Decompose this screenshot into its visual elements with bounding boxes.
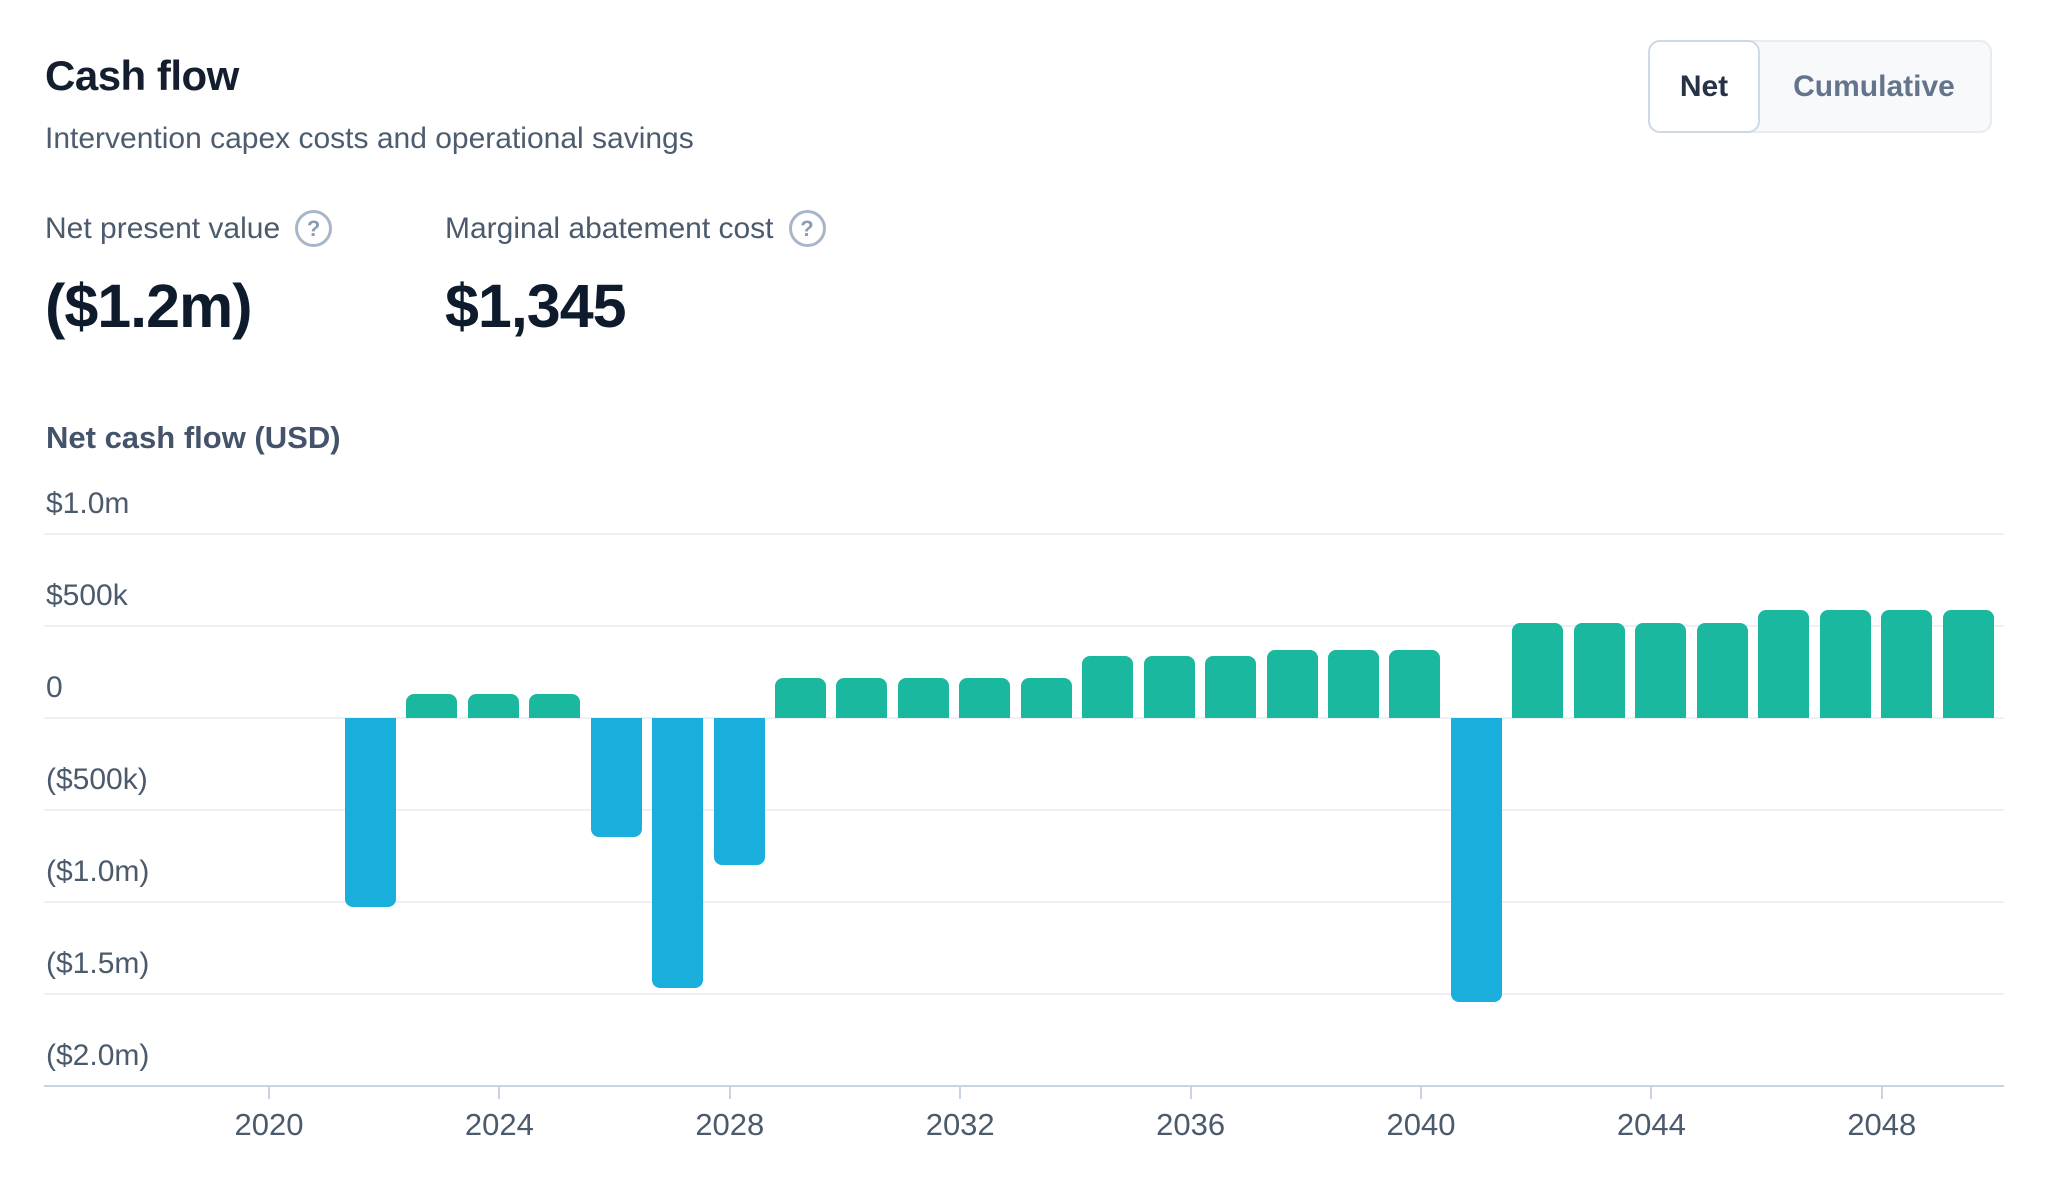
bar-2032[interactable] — [897, 677, 949, 718]
bar-2037[interactable] — [1205, 656, 1257, 718]
bar-2033[interactable] — [959, 677, 1011, 718]
y-axis-label: ($2.0m) — [46, 1039, 150, 1072]
x-axis-tick — [1650, 1087, 1653, 1099]
bar-2046[interactable] — [1758, 610, 1810, 718]
toggle-option-cumulative[interactable]: Cumulative — [1758, 42, 1990, 131]
bar-2034[interactable] — [1020, 677, 1072, 718]
x-axis-tick — [959, 1087, 962, 1099]
x-axis-label: 2036 — [1156, 1107, 1226, 1142]
bar-2023[interactable] — [344, 718, 396, 907]
x-axis-label: 2032 — [925, 1107, 995, 1142]
x-axis-label: 2048 — [1847, 1107, 1917, 1142]
y-gridline — [44, 533, 2004, 535]
x-axis-label: 2024 — [464, 1107, 534, 1142]
x-axis-tick — [1420, 1087, 1422, 1099]
bar-2027[interactable] — [590, 718, 642, 837]
bar-2028[interactable] — [652, 718, 704, 989]
bar-2029[interactable] — [713, 718, 765, 866]
x-axis-label: 2020 — [234, 1107, 304, 1142]
page-title: Cash flow — [45, 52, 239, 99]
y-gridline — [44, 625, 2004, 627]
bar-2038[interactable] — [1266, 649, 1318, 718]
stat-net-present-value: Net present value ? ($1.2m) — [45, 210, 333, 341]
y-axis-label: $1.0m — [46, 487, 130, 520]
bar-2044[interactable] — [1635, 623, 1687, 718]
stat-value: $1,345 — [445, 272, 627, 340]
y-gridline — [44, 717, 2004, 719]
x-axis-line — [44, 1085, 2004, 1087]
x-axis-tick — [1189, 1087, 1192, 1099]
y-gridline — [44, 809, 2004, 811]
bar-2025[interactable] — [467, 694, 519, 718]
page-subtitle: Intervention capex costs and operational… — [45, 122, 694, 155]
bar-2039[interactable] — [1328, 649, 1379, 718]
bar-2024[interactable] — [406, 694, 458, 718]
bar-2048[interactable] — [1881, 610, 1933, 718]
stat-label: Net present value — [45, 211, 281, 245]
bar-2040[interactable] — [1389, 649, 1441, 718]
net-cumulative-toggle[interactable]: Net Cumulative — [1648, 40, 1992, 133]
help-icon[interactable]: ? — [788, 210, 826, 247]
stat-marginal-abatement-cost: Marginal abatement cost ? $1,345 — [445, 210, 826, 341]
x-axis-label: 2028 — [695, 1107, 765, 1142]
x-axis-tick — [268, 1087, 270, 1099]
y-axis-label: 0 — [46, 671, 63, 704]
bar-2049[interactable] — [1942, 610, 1994, 718]
y-gridline — [44, 993, 2004, 995]
bar-2041[interactable] — [1450, 718, 1502, 1003]
bar-2035[interactable] — [1082, 656, 1134, 718]
x-axis-tick — [728, 1087, 731, 1099]
help-icon[interactable]: ? — [295, 210, 333, 247]
bar-2042[interactable] — [1512, 623, 1564, 718]
x-axis-label: 2040 — [1386, 1107, 1456, 1142]
y-axis-label: ($500k) — [46, 763, 148, 796]
y-axis-label: ($1.5m) — [46, 947, 150, 980]
y-axis-label: ($1.0m) — [46, 855, 150, 888]
bar-2026[interactable] — [529, 694, 581, 718]
bar-2036[interactable] — [1143, 656, 1195, 718]
bar-2030[interactable] — [774, 677, 826, 718]
y-gridline — [44, 901, 2004, 903]
bar-2047[interactable] — [1819, 610, 1871, 718]
y-axis-label: $500k — [46, 579, 128, 612]
x-axis-tick — [1880, 1087, 1883, 1099]
bar-2045[interactable] — [1696, 623, 1748, 718]
chart-title: Net cash flow (USD) — [46, 420, 341, 455]
bar-2043[interactable] — [1573, 623, 1625, 718]
x-axis-tick — [498, 1087, 501, 1099]
toggle-option-net[interactable]: Net — [1648, 40, 1760, 133]
x-axis-label: 2044 — [1616, 1107, 1686, 1142]
stat-value: ($1.2m) — [45, 272, 253, 340]
stat-label: Marginal abatement cost — [445, 211, 774, 245]
bar-2031[interactable] — [836, 677, 888, 718]
